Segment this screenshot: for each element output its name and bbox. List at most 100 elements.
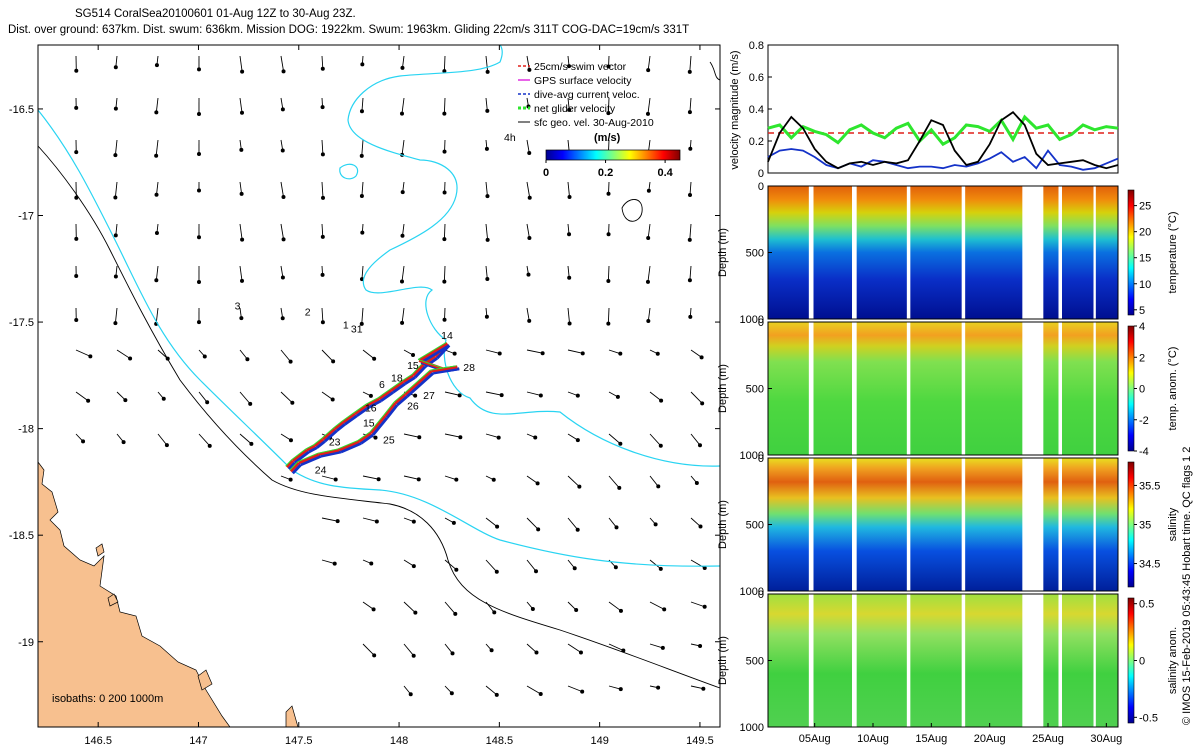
geo-arrow-head — [527, 150, 532, 155]
geo-arrow-head — [687, 237, 692, 242]
geo-arrow — [321, 475, 336, 480]
geo-arrow — [444, 433, 461, 438]
day-label: 15 — [407, 360, 419, 372]
dac-track-segment — [293, 450, 310, 464]
swim-track-segment — [369, 414, 387, 434]
geo-arrow — [485, 433, 499, 439]
geo-arrow-head — [417, 435, 422, 440]
geo-arrow-head — [526, 272, 531, 277]
velocity-ytick-label: 0.2 — [749, 136, 764, 148]
swim-track-segment — [402, 374, 414, 384]
day-label: 16 — [365, 403, 377, 415]
geo-arrow — [156, 181, 159, 195]
geo-arrow-head — [207, 443, 212, 448]
map-ytick-label: -19 — [18, 637, 34, 649]
geo-arrow-head — [567, 232, 572, 237]
geo-arrow — [647, 223, 651, 239]
geo-arrow-head — [196, 320, 201, 325]
velocity-ytick-label: 0 — [758, 168, 764, 180]
date-tick-label: 25Aug — [1032, 733, 1064, 745]
geo-arrow-head — [454, 477, 459, 482]
geo-arrow — [401, 307, 405, 323]
geo-arrow-head — [538, 692, 543, 697]
swim-track-segment — [313, 438, 324, 447]
legend-gps-label: GPS surface velocity — [534, 75, 632, 87]
swim-track-segment — [412, 363, 425, 377]
section-ytick-label: 500 — [746, 248, 764, 260]
day-label: 24 — [315, 464, 327, 476]
map-xtick-label: 146.5 — [84, 735, 112, 747]
date-tick-label: 10Aug — [857, 733, 889, 745]
section-ytick-label: 500 — [746, 384, 764, 396]
geo-arrow-head — [359, 153, 364, 158]
swim-track-segment — [366, 397, 380, 407]
geo-arrow — [321, 55, 324, 69]
geo-arrow — [444, 643, 453, 654]
geo-arrow-head — [688, 146, 693, 151]
dac-track-segment — [291, 463, 302, 475]
section-data-gap — [808, 458, 814, 591]
geo-arrow — [485, 517, 498, 527]
geo-arrow-head — [360, 62, 365, 67]
section-data-gap — [852, 458, 857, 591]
section-data-gap — [1093, 594, 1096, 727]
section-colorbar-label: salinity anom. — [1167, 627, 1179, 694]
geo-arrow-head — [606, 321, 611, 326]
geo-arrow-head — [411, 564, 416, 569]
section-colorbar — [1127, 325, 1135, 452]
geo-arrow — [485, 97, 488, 111]
geo-arrow-head — [205, 400, 210, 405]
geo-arrow-head — [196, 151, 201, 156]
map-ytick-label: -16.5 — [9, 104, 34, 116]
geo-arrow-head — [196, 67, 201, 72]
geo-arrow — [321, 517, 338, 522]
velocity-series-sfc-geo-vel- — [767, 111, 1119, 170]
section-colorbar-tick-label: 5 — [1139, 305, 1145, 317]
glider-track — [285, 341, 460, 475]
geo-arrow — [401, 265, 405, 282]
geo-arrow-head — [656, 685, 661, 690]
section-data-gap — [1022, 186, 1044, 319]
net-track-segment — [393, 393, 405, 403]
section-heatmap-fill — [768, 186, 1118, 319]
geo-arrow — [403, 643, 415, 656]
footer-note: © IMOS 15-Feb-2019 05:43:45 Hobart time.… — [1181, 447, 1193, 725]
geo-arrow-head — [359, 194, 364, 199]
day-label: 2 — [305, 307, 311, 319]
geo-arrow-head — [196, 188, 201, 193]
geo-arrow — [485, 55, 489, 72]
geo-arrow-head — [400, 233, 405, 238]
geo-arrow — [526, 391, 541, 396]
day-label: 1 — [343, 319, 349, 331]
section-panel-3: 0 500 1000 Depth (m) 35.5 35 34.5 salinity — [717, 453, 1179, 598]
section-panel-1: 0 500 1000 Depth (m) 25 20 15 10 5 temperature (°… — [717, 181, 1179, 326]
geo-arrow-head — [280, 148, 285, 153]
geo-arrow-head — [369, 561, 374, 566]
geo-arrow-head — [413, 610, 418, 615]
geo-arrow-head — [567, 275, 572, 280]
geo-arrow-head — [154, 153, 159, 158]
velocity-series-dive-avg-current — [767, 148, 1119, 171]
section-data-gap — [1058, 458, 1062, 591]
geo-arrow-head — [527, 67, 532, 72]
geo-arrow-head — [373, 435, 378, 440]
geo-velocity-arrows — [74, 55, 707, 697]
geo-arrow-head — [536, 527, 541, 532]
net-track-segment — [353, 403, 367, 414]
geo-arrow-head — [442, 279, 447, 284]
geo-arrow-head — [618, 608, 623, 613]
velocity-axis-ticks: 0 0.2 0.4 0.6 0.8 — [749, 40, 772, 180]
date-tick-label: 15Aug — [915, 733, 947, 745]
geo-arrow-head — [658, 443, 663, 448]
geo-arrow — [485, 181, 488, 197]
swim-track-segment — [342, 412, 356, 424]
net-track-segment — [383, 401, 395, 416]
date-tick-label: 30Aug — [1090, 733, 1122, 745]
geo-arrow-head — [442, 149, 447, 154]
geo-arrow — [280, 223, 284, 240]
geo-arrow-head — [485, 108, 490, 113]
geo-arrow-head — [400, 320, 405, 325]
geo-arrow-head — [154, 192, 159, 197]
geo-arrow — [361, 139, 364, 156]
